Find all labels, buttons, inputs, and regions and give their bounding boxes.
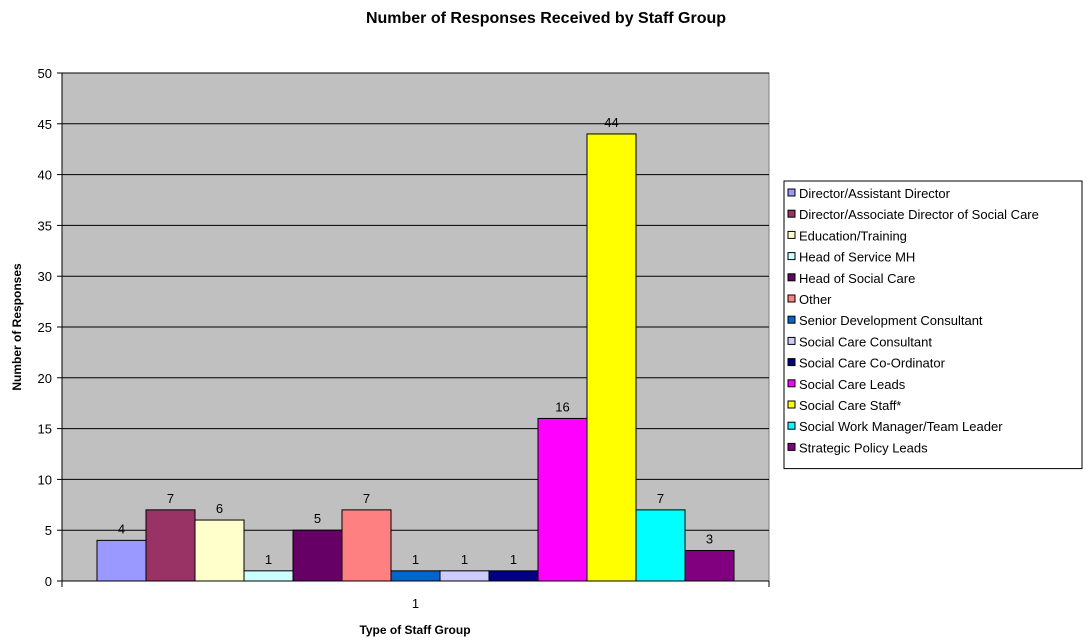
x-tick-label: 1 <box>412 596 419 611</box>
chart-title: Number of Responses Received by Staff Gr… <box>366 10 726 27</box>
y-axis: 0 5 10 15 20 25 30 35 40 45 50 <box>38 66 63 589</box>
legend-swatch <box>787 252 796 261</box>
legend-label: Other <box>799 292 832 307</box>
bar <box>439 570 490 582</box>
data-label: 7 <box>167 491 174 506</box>
x-axis: 1 <box>61 580 770 611</box>
data-label: 7 <box>657 491 664 506</box>
data-label: 4 <box>118 521 125 536</box>
legend-label: Director/Assistant Director <box>799 186 951 201</box>
legend-swatch <box>787 442 796 451</box>
legend-swatch <box>787 315 796 324</box>
legend-label: Social Work Manager/Team Leader <box>799 419 1003 434</box>
legend-swatch <box>787 209 796 218</box>
y-tick-label: 15 <box>38 422 52 437</box>
y-axis-label: Number of Responses <box>10 263 24 391</box>
y-tick-label: 0 <box>45 574 52 589</box>
legend-label: Education/Training <box>799 228 907 243</box>
y-tick-label: 30 <box>38 269 52 284</box>
y-tick-label: 35 <box>38 218 52 233</box>
bar <box>194 519 245 582</box>
legend-label: Senior Development Consultant <box>799 313 983 328</box>
legend-label: Social Care Staff* <box>799 398 901 413</box>
x-axis-label: Type of Staff Group <box>359 623 470 637</box>
bar <box>243 570 294 582</box>
bar <box>341 509 392 582</box>
bar <box>537 417 588 582</box>
legend: Director/Assistant Director Director/Asso… <box>783 180 1083 470</box>
data-label: 5 <box>314 511 321 526</box>
y-tick-label: 5 <box>45 523 52 538</box>
legend-label: Director/Associate Director of Social Ca… <box>799 207 1039 222</box>
data-label: 3 <box>706 532 713 547</box>
legend-label: Strategic Policy Leads <box>799 440 928 455</box>
legend-label: Social Care Co-Ordinator <box>799 356 946 371</box>
legend-label: Social Care Leads <box>799 377 906 392</box>
legend-swatch <box>787 400 796 409</box>
data-label: 7 <box>363 491 370 506</box>
legend-label: Head of Social Care <box>799 271 915 286</box>
bar <box>96 539 147 582</box>
data-label: 1 <box>461 552 468 567</box>
bars <box>96 133 735 582</box>
bar <box>145 509 196 582</box>
y-tick-label: 10 <box>38 472 52 487</box>
data-label: 44 <box>604 115 618 130</box>
bar <box>390 570 441 582</box>
data-label: 6 <box>216 501 223 516</box>
y-tick-label: 45 <box>38 117 52 132</box>
legend-swatch <box>787 294 796 303</box>
legend-swatch <box>787 336 796 345</box>
bar <box>586 133 637 582</box>
legend-swatch <box>787 379 796 388</box>
data-labels: 4 7 6 1 5 7 1 1 1 16 44 7 3 <box>118 115 713 567</box>
legend-label: Head of Service MH <box>799 250 915 265</box>
y-tick-label: 50 <box>38 66 52 81</box>
bar <box>684 550 735 582</box>
bar <box>635 509 686 582</box>
y-tick-label: 25 <box>38 320 52 335</box>
legend-swatch <box>787 273 796 282</box>
legend-swatch <box>787 188 796 197</box>
legend-box <box>783 180 1083 470</box>
bar <box>292 529 343 582</box>
data-label: 1 <box>510 552 517 567</box>
data-label: 16 <box>555 399 569 414</box>
legend-swatch <box>787 421 796 430</box>
legend-label: Social Care Consultant <box>799 334 932 349</box>
bar <box>488 570 539 582</box>
y-tick-label: 20 <box>38 371 52 386</box>
legend-swatch <box>787 230 796 239</box>
y-tick-label: 40 <box>38 168 52 183</box>
data-label: 1 <box>265 552 272 567</box>
legend-swatch <box>787 358 796 367</box>
data-label: 1 <box>412 552 419 567</box>
